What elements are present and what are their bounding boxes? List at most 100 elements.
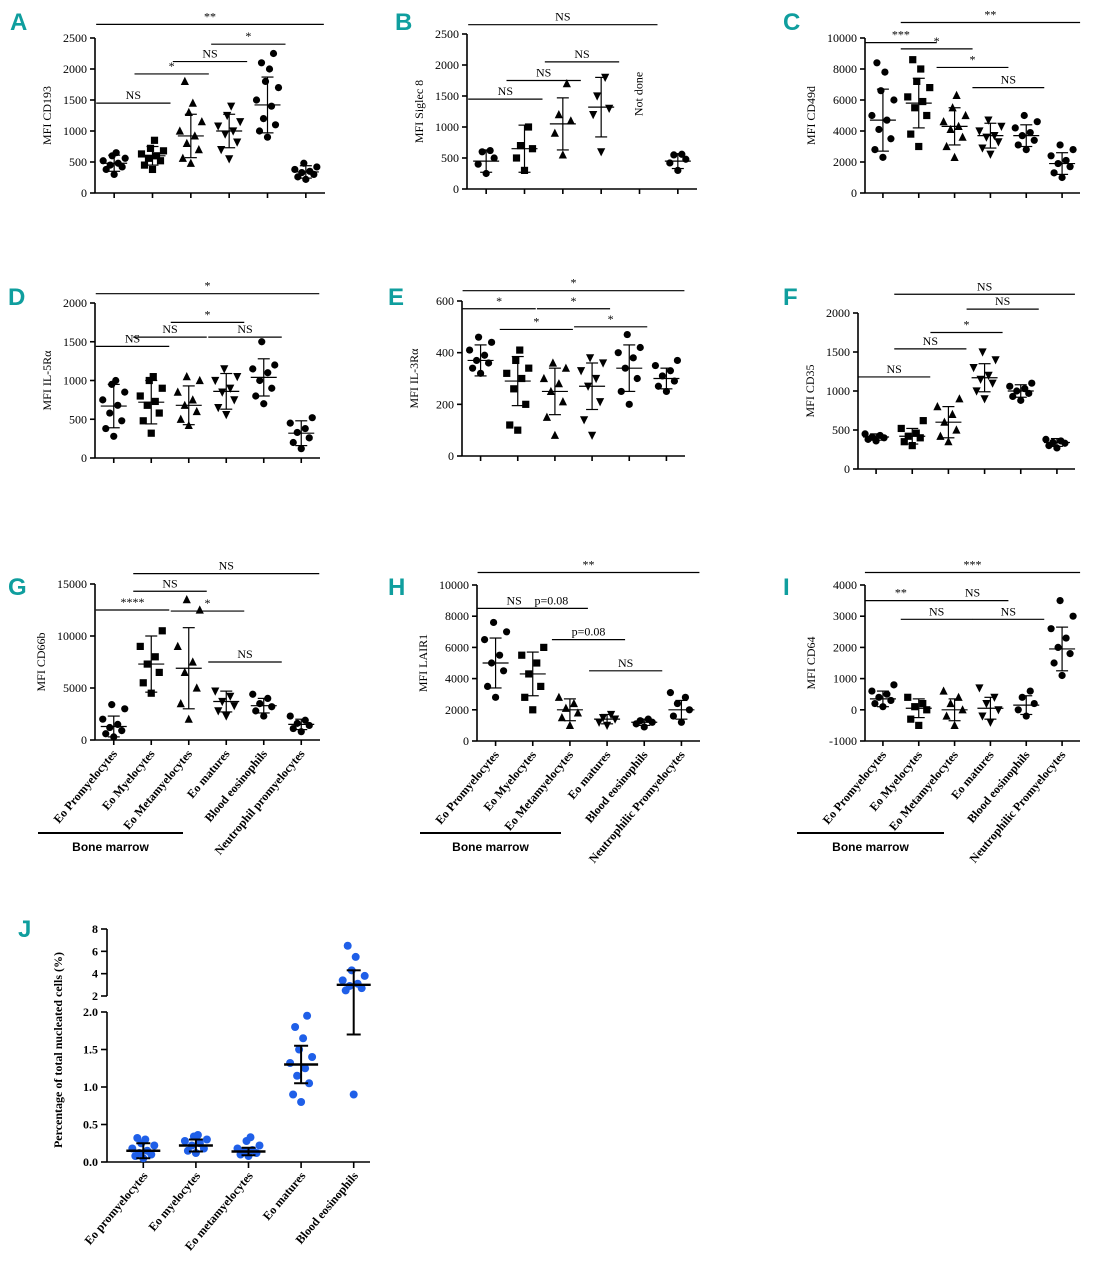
- data-point: [1050, 659, 1058, 667]
- y-tick-label: 4000: [833, 578, 857, 592]
- data-point: [271, 121, 280, 129]
- data-point: [230, 396, 239, 405]
- significance-label: **: [204, 9, 216, 23]
- data-point: [192, 683, 201, 692]
- data-point: [99, 396, 107, 404]
- panel-letter: B: [395, 9, 412, 36]
- data-point: [474, 333, 483, 341]
- y-tick-label: 8000: [833, 62, 857, 76]
- data-point: [468, 364, 477, 372]
- data-point: [510, 385, 518, 393]
- panel-H: H 0 2000 4000 6000 8000 10000 MFI LAIR1 NS p=0.08…: [388, 558, 700, 866]
- significance-label: NS: [219, 559, 234, 573]
- data-point: [984, 371, 993, 380]
- data-point: [155, 668, 163, 676]
- data-point: [666, 367, 675, 375]
- data-point: [176, 414, 185, 423]
- y-axis-label: MFI CD193: [40, 86, 54, 145]
- data-point: [252, 707, 260, 715]
- data-point: [478, 148, 486, 156]
- data-point: [220, 365, 229, 374]
- data-point: [158, 627, 166, 635]
- data-point: [861, 430, 869, 438]
- y-axis-label: MFI LAIR1: [416, 634, 430, 692]
- data-point: [550, 430, 560, 439]
- data-point: [1056, 597, 1064, 605]
- data-point: [670, 151, 678, 159]
- y-tick-label: 10000: [439, 578, 469, 592]
- data-point: [180, 76, 189, 85]
- significance-label: NS: [498, 84, 513, 98]
- data-point: [548, 358, 558, 367]
- y-tick-label: 10000: [827, 31, 857, 45]
- data-point: [112, 149, 120, 157]
- data-point: [226, 692, 235, 701]
- data-point: [265, 65, 274, 73]
- data-point: [188, 98, 197, 107]
- y-tick-label: 600: [436, 294, 454, 308]
- data-point: [180, 667, 189, 676]
- data-point: [525, 364, 533, 372]
- data-point: [480, 636, 489, 644]
- data-point: [118, 417, 126, 425]
- data-point: [159, 147, 168, 155]
- data-point: [566, 116, 575, 125]
- data-point: [268, 703, 276, 711]
- bone-marrow-label: Bone marrow: [72, 840, 149, 854]
- y-tick-label: 0: [844, 462, 850, 476]
- data-point: [629, 354, 637, 362]
- data-point: [233, 138, 242, 147]
- data-point: [651, 361, 660, 370]
- significance-label: *: [571, 294, 577, 308]
- data-point: [975, 127, 984, 136]
- data-point: [946, 698, 955, 708]
- y-tick-label: 1.0: [83, 1080, 98, 1094]
- data-point: [289, 724, 297, 733]
- significance-label: NS: [574, 47, 589, 61]
- data-point: [136, 392, 144, 400]
- data-point: [291, 165, 299, 174]
- data-point: [257, 59, 266, 67]
- data-point: [289, 438, 297, 447]
- data-point: [180, 1137, 189, 1145]
- data-point: [1066, 163, 1074, 171]
- significance-label: NS: [125, 331, 140, 345]
- y-tick-label: 6000: [833, 93, 857, 107]
- data-point: [595, 398, 605, 407]
- data-point: [919, 699, 927, 708]
- significance-label: NS: [162, 322, 177, 336]
- data-point: [669, 712, 678, 720]
- data-point: [678, 150, 686, 158]
- significance-label: NS: [995, 294, 1010, 308]
- data-point: [106, 409, 114, 417]
- data-point: [907, 715, 915, 723]
- data-point: [923, 706, 931, 714]
- data-point: [994, 138, 1003, 147]
- significance-label: *: [533, 314, 539, 328]
- data-point: [1018, 693, 1026, 701]
- data-point: [597, 148, 606, 157]
- data-point: [881, 68, 889, 76]
- data-point: [868, 111, 876, 120]
- data-point: [291, 1023, 300, 1031]
- data-point: [106, 161, 114, 169]
- data-point: [150, 1141, 159, 1150]
- data-point: [141, 1135, 150, 1144]
- data-point: [258, 338, 266, 346]
- data-point: [887, 135, 895, 143]
- data-point: [143, 401, 151, 409]
- data-point: [673, 356, 682, 365]
- data-point: [666, 689, 675, 697]
- data-point: [909, 56, 917, 64]
- y-tick-label: 1000: [833, 672, 857, 686]
- data-point: [944, 437, 953, 446]
- data-point: [939, 686, 948, 695]
- data-point: [561, 703, 571, 712]
- data-point: [260, 712, 268, 720]
- data-point: [994, 706, 1003, 715]
- y-axis-label: MFI CD35: [803, 364, 817, 417]
- data-point: [1030, 136, 1038, 144]
- data-point: [900, 438, 908, 446]
- data-point: [876, 431, 884, 440]
- data-point: [186, 158, 195, 167]
